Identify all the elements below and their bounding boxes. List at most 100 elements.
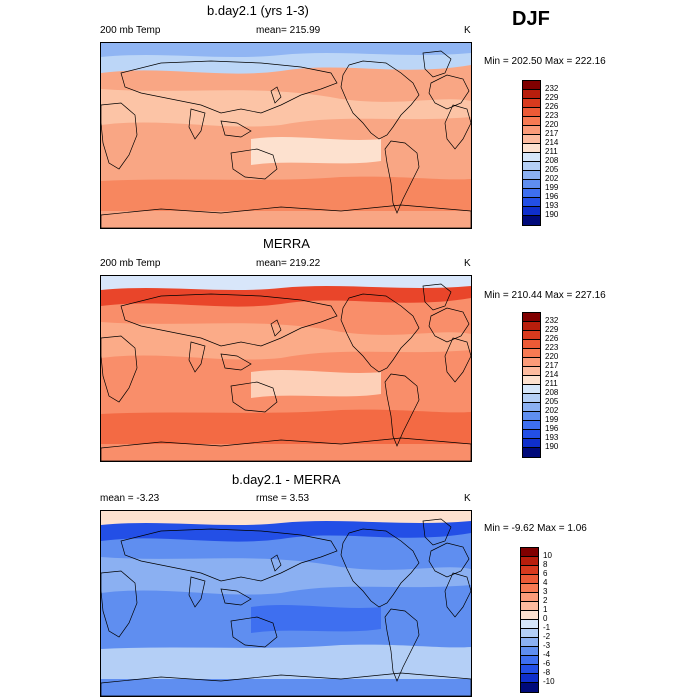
colorbar-tick-label: -10 bbox=[543, 677, 555, 686]
coastline bbox=[188, 108, 206, 140]
colorbar-tick-label: 8 bbox=[543, 560, 548, 569]
colorbar-tick-label: 229 bbox=[545, 325, 559, 334]
colorbar-tick-label: 196 bbox=[545, 424, 559, 433]
colorbar-swatch bbox=[521, 566, 538, 575]
colorbar-swatch bbox=[521, 620, 538, 629]
map-band-subtropics bbox=[251, 370, 381, 398]
colorbar-swatch bbox=[523, 421, 540, 430]
coastline bbox=[101, 570, 138, 638]
panel-1-units: K bbox=[464, 25, 471, 36]
map-band-tropics bbox=[101, 89, 471, 127]
colorbar-swatch bbox=[523, 376, 540, 385]
coastline bbox=[101, 335, 138, 403]
colorbar-swatch bbox=[523, 81, 540, 90]
colorbar-swatch bbox=[523, 180, 540, 189]
panel-2-map bbox=[100, 275, 472, 462]
map-band-subtropics bbox=[251, 605, 381, 633]
map-band-south bbox=[101, 644, 471, 679]
colorbar-swatch bbox=[521, 548, 538, 557]
coastline bbox=[384, 140, 420, 214]
panel-2-units: K bbox=[464, 258, 471, 269]
colorbar-tick-label: 0 bbox=[543, 614, 548, 623]
panel-2-minmax: Min = 210.44 Max = 227.16 bbox=[484, 290, 606, 301]
colorbar-tick-label: 190 bbox=[545, 210, 559, 219]
colorbar-swatch bbox=[521, 683, 538, 692]
colorbar-swatch bbox=[523, 367, 540, 376]
colorbar-tick-label: 193 bbox=[545, 433, 559, 442]
panel-1-title: b.day2.1 (yrs 1-3) bbox=[207, 3, 309, 18]
coastline bbox=[270, 319, 282, 337]
colorbar-tick-label: 220 bbox=[545, 120, 559, 129]
coastline bbox=[340, 293, 420, 373]
colorbar-tick-label: 10 bbox=[543, 551, 552, 560]
panel-3-units: K bbox=[464, 493, 471, 504]
coastline bbox=[428, 74, 470, 110]
coastline bbox=[101, 437, 471, 461]
colorbar-tick-label: 4 bbox=[543, 578, 548, 587]
colorbar-tick-label: -2 bbox=[543, 632, 551, 641]
colorbar-swatch bbox=[523, 126, 540, 135]
coastline bbox=[188, 576, 206, 608]
coastline bbox=[230, 148, 278, 180]
colorbar-swatch bbox=[523, 349, 540, 358]
colorbar-swatch bbox=[521, 665, 538, 674]
colorbar-swatch bbox=[521, 674, 538, 683]
colorbar-tick-label: -1 bbox=[543, 623, 551, 632]
colorbar-tick-label: 190 bbox=[545, 442, 559, 451]
colorbar-swatch bbox=[523, 117, 540, 126]
colorbar-swatch bbox=[523, 189, 540, 198]
colorbar-swatch bbox=[523, 331, 540, 340]
colorbar-tick-label: 232 bbox=[545, 84, 559, 93]
panel-2-mean: mean= 219.22 bbox=[256, 258, 321, 269]
coastline bbox=[230, 616, 278, 648]
coastline bbox=[422, 518, 452, 546]
colorbar-tick-label: -6 bbox=[543, 659, 551, 668]
map-band-pole-north bbox=[101, 511, 471, 525]
colorbar-tick-label: 205 bbox=[545, 165, 559, 174]
coastline bbox=[428, 307, 470, 343]
coastline bbox=[230, 381, 278, 413]
coastline bbox=[422, 283, 452, 311]
map-band-subtropics bbox=[251, 137, 381, 165]
coastline bbox=[101, 672, 471, 696]
colorbar-tick-label: 208 bbox=[545, 388, 559, 397]
colorbar-tick-label: 1 bbox=[543, 605, 548, 614]
coastline bbox=[340, 60, 420, 140]
colorbar-swatch bbox=[521, 602, 538, 611]
coastline bbox=[428, 542, 470, 578]
colorbar-tick-label: 214 bbox=[545, 370, 559, 379]
coastline bbox=[444, 572, 471, 618]
panel-1-mean: mean= 215.99 bbox=[256, 25, 321, 36]
colorbar-tick-label: 220 bbox=[545, 352, 559, 361]
panel-2-title: MERRA bbox=[263, 236, 310, 251]
map-band-tropics bbox=[101, 322, 471, 360]
colorbar-tick-label: 211 bbox=[545, 379, 558, 388]
colorbar-tick-label: -3 bbox=[543, 641, 551, 650]
coastline bbox=[220, 353, 252, 371]
colorbar-tick-label: 232 bbox=[545, 316, 559, 325]
colorbar-tick-label: 202 bbox=[545, 406, 559, 415]
colorbar-swatch bbox=[523, 394, 540, 403]
panel-2-map-svg bbox=[101, 276, 471, 461]
colorbar-tick-label: 223 bbox=[545, 343, 559, 352]
colorbar-swatch bbox=[521, 611, 538, 620]
colorbar-tick-label: 205 bbox=[545, 397, 559, 406]
colorbar-swatch bbox=[523, 135, 540, 144]
panel-3-minmax: Min = -9.62 Max = 1.06 bbox=[484, 523, 587, 534]
colorbar-swatch bbox=[523, 412, 540, 421]
colorbar-swatch bbox=[523, 216, 540, 225]
coastline bbox=[220, 588, 252, 606]
colorbar-swatch bbox=[523, 448, 540, 457]
colorbar-tick-label: 214 bbox=[545, 138, 559, 147]
colorbar-tick-label: 6 bbox=[543, 569, 548, 578]
season-label: DJF bbox=[512, 8, 550, 30]
colorbar-swatch bbox=[521, 647, 538, 656]
colorbar-tick-label: -8 bbox=[543, 668, 551, 677]
colorbar-tick-label: 199 bbox=[545, 183, 559, 192]
colorbar-tick-label: 223 bbox=[545, 111, 559, 120]
colorbar-tick-label: 196 bbox=[545, 192, 559, 201]
panel-1-colorbar bbox=[522, 80, 541, 226]
colorbar-tick-label: 208 bbox=[545, 156, 559, 165]
panel-3-colorbar bbox=[520, 547, 539, 693]
coastline bbox=[101, 102, 138, 170]
